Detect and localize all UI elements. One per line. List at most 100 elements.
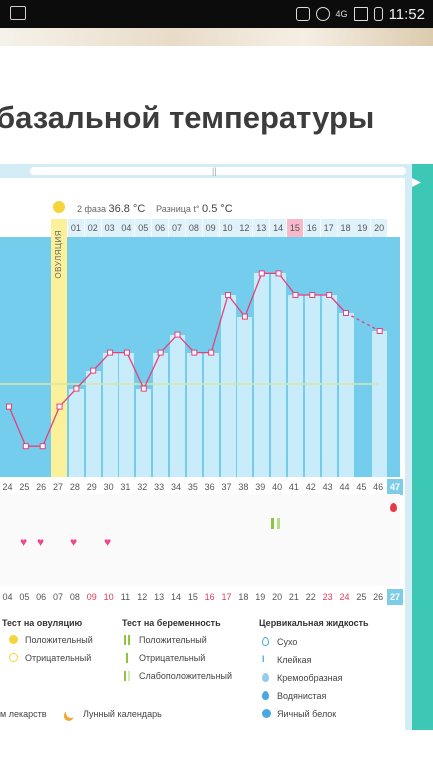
heart-icon[interactable]: ♥	[20, 535, 28, 549]
date-cell[interactable]: 24	[339, 592, 350, 602]
day-header-cell[interactable]: 14	[270, 219, 287, 237]
side-panel-toggle[interactable]	[412, 164, 433, 730]
date-cell[interactable]: 27	[387, 589, 404, 605]
pregnancy-weak-label: Слабоположительный	[139, 671, 233, 681]
temperature-bar	[271, 273, 287, 477]
day-header-cell[interactable]: 19	[354, 219, 371, 237]
day-header-cell[interactable]: 05	[135, 219, 152, 237]
chart-scrollbar[interactable]	[30, 167, 406, 175]
cycle-day-cell[interactable]: 46	[373, 482, 384, 492]
date-cell[interactable]: 19	[255, 592, 266, 602]
date-cell[interactable]: 16	[204, 592, 215, 602]
cycle-day-cell[interactable]: 24	[2, 482, 13, 492]
date-cell[interactable]: 26	[373, 592, 384, 602]
cycle-day-cell[interactable]: 31	[120, 482, 131, 492]
cycle-day-cell[interactable]: 44	[339, 482, 350, 492]
cycle-day-cell[interactable]: 37	[221, 482, 232, 492]
cycle-day-cell[interactable]: 40	[272, 482, 283, 492]
day-header-cell[interactable]: 02	[84, 219, 101, 237]
temperature-point	[292, 292, 299, 298]
cycle-day-cell[interactable]: 30	[103, 482, 114, 492]
day-header-cell[interactable]: 12	[236, 219, 253, 237]
date-cell[interactable]: 13	[154, 592, 165, 602]
cycle-day-cell[interactable]: 35	[187, 482, 198, 492]
date-cell[interactable]: 20	[272, 592, 283, 602]
day-header-cell[interactable]: 16	[303, 219, 320, 237]
date-cell[interactable]: 04	[2, 592, 13, 602]
date-cell[interactable]: 12	[137, 592, 148, 602]
date-cell[interactable]: 05	[19, 592, 30, 602]
day-header-cell[interactable]: 15	[286, 219, 303, 237]
heart-icon[interactable]: ♥	[104, 535, 112, 549]
day-header-cell[interactable]: 07	[169, 219, 185, 237]
date-cell[interactable]: 25	[356, 592, 367, 602]
date-cell[interactable]: 10	[103, 592, 114, 602]
ovulation-positive-label: Положительный	[25, 635, 93, 645]
cycle-day-cell[interactable]: 42	[305, 482, 316, 492]
cervical-watery-label: Водянистая	[277, 691, 327, 701]
day-header-cell[interactable]: 03	[101, 219, 118, 237]
cycle-day-cell[interactable]: 36	[204, 482, 215, 492]
cycle-day-cell[interactable]: 43	[322, 482, 333, 492]
cycle-day-cell[interactable]: 47	[387, 479, 404, 495]
lunar-calendar-label[interactable]: Лунный календарь	[83, 709, 162, 719]
day-header-cell[interactable]: 17	[320, 219, 337, 237]
temperature-line-segment	[278, 273, 296, 296]
date-cell[interactable]: 22	[305, 592, 316, 602]
ad-banner[interactable]	[0, 28, 433, 46]
cycle-day-cell[interactable]: 32	[137, 482, 148, 492]
cycle-day-cell[interactable]: 29	[86, 482, 97, 492]
date-cell[interactable]: 07	[53, 592, 64, 602]
date-cell[interactable]: 23	[322, 592, 333, 602]
pregnancy-test-mark[interactable]	[271, 518, 274, 529]
cycle-day-cell[interactable]: 25	[19, 482, 30, 492]
day-header-cell[interactable]: 08	[185, 219, 202, 237]
day-header-cell[interactable]: 18	[337, 219, 354, 237]
temperature-point	[225, 292, 232, 298]
day-header-cell[interactable]: 01	[67, 219, 84, 237]
heart-icon[interactable]: ♥	[37, 535, 45, 549]
heart-icon[interactable]: ♥	[70, 535, 78, 549]
date-cell[interactable]: 21	[288, 592, 299, 602]
day-header-cell[interactable]: 13	[253, 219, 270, 237]
blood-drop-icon[interactable]	[390, 503, 397, 512]
date-cell[interactable]: 14	[170, 592, 181, 602]
cycle-day-cell[interactable]: 26	[36, 482, 47, 492]
temperature-point	[326, 292, 333, 298]
temperature-point	[309, 292, 316, 298]
scroll-handle-icon[interactable]: ||	[212, 166, 217, 176]
signal-icon	[353, 7, 368, 21]
temperature-point	[90, 367, 97, 374]
temperature-point	[241, 313, 248, 320]
cycle-day-cell[interactable]: 38	[238, 482, 249, 492]
date-cell[interactable]: 17	[221, 592, 232, 602]
temperature-line-segment	[244, 273, 263, 317]
cycle-day-cell[interactable]: 41	[288, 482, 299, 492]
cycle-day-cell[interactable]: 28	[69, 482, 80, 492]
negative-circle-icon	[9, 653, 18, 662]
day-header-cell[interactable]: 20	[371, 219, 388, 237]
cycle-day-cell[interactable]: 34	[170, 482, 181, 492]
medicines-label[interactable]: м лекарств	[0, 709, 47, 719]
sun-icon	[53, 201, 65, 213]
day-header-cell[interactable]: 09	[202, 219, 219, 237]
day-header-cell[interactable]: 10	[219, 219, 236, 237]
date-cell[interactable]: 09	[86, 592, 97, 602]
pregnancy-test-mark[interactable]	[277, 518, 280, 529]
date-cell[interactable]: 08	[69, 592, 80, 602]
cycle-day-cell[interactable]: 33	[154, 482, 165, 492]
date-cell[interactable]: 11	[120, 592, 131, 602]
cycle-day-cell[interactable]: 27	[53, 482, 64, 492]
day-header-cell[interactable]: 06	[152, 219, 169, 237]
cycle-day-cell[interactable]: 39	[255, 482, 266, 492]
temperature-bar	[287, 295, 303, 477]
date-cell[interactable]: 15	[187, 592, 198, 602]
symptoms-band	[0, 494, 400, 586]
temperature-line-segment	[8, 406, 27, 447]
temperature-bar	[68, 388, 84, 477]
temperature-point	[174, 331, 181, 338]
day-header-cell[interactable]: 04	[118, 219, 135, 237]
cycle-day-cell[interactable]: 45	[356, 482, 367, 492]
date-cell[interactable]: 06	[36, 592, 47, 602]
date-cell[interactable]: 18	[238, 592, 249, 602]
